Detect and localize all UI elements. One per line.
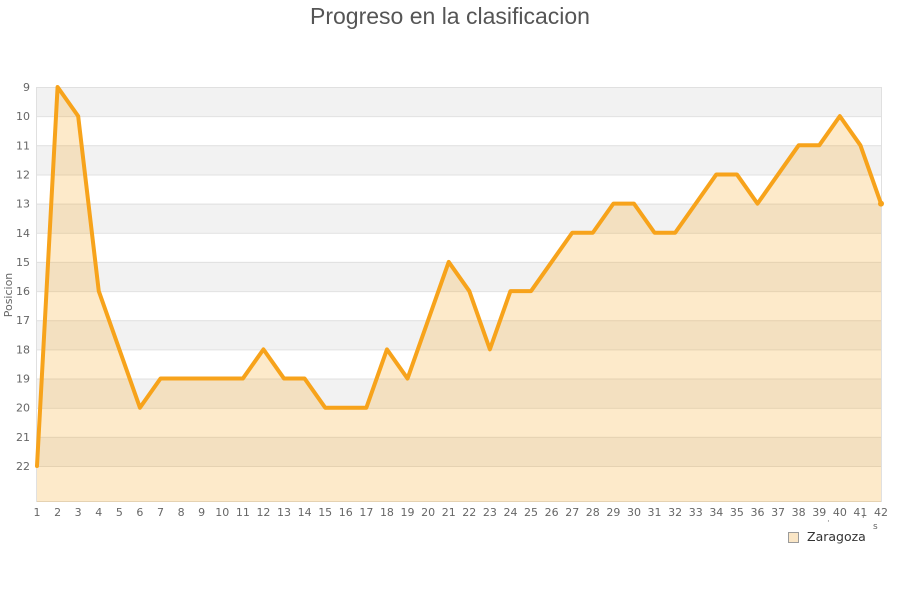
legend-label: Zaragoza [807, 529, 866, 544]
x-tick-label: 35 [730, 506, 744, 519]
x-tick-label: 37 [771, 506, 785, 519]
x-tick-label: 31 [648, 506, 662, 519]
x-tick-label: 17 [359, 506, 373, 519]
x-tick-label: 4 [95, 506, 102, 519]
y-tick-label: 21 [16, 431, 30, 444]
x-tick-label: 27 [565, 506, 579, 519]
footnote-fragment: · [827, 517, 830, 527]
x-tick-label: 32 [668, 506, 682, 519]
last-point-marker [878, 200, 884, 207]
chart-title: Progreso en la clasificacion [310, 3, 590, 29]
y-tick-label: 11 [16, 139, 30, 152]
x-tick-label: 19 [401, 506, 415, 519]
x-tick-label: 22 [462, 506, 476, 519]
x-tick-label: 11 [236, 506, 250, 519]
x-tick-label: 3 [75, 506, 82, 519]
x-tick-label: 13 [277, 506, 291, 519]
x-tick-label: 1 [34, 506, 41, 519]
plot-band [36, 87, 882, 117]
y-tick-label: 15 [16, 256, 30, 269]
x-tick-label: 7 [157, 506, 164, 519]
series-area-fill [37, 87, 881, 502]
x-tick-label: 8 [178, 506, 185, 519]
y-tick-label: 18 [16, 343, 30, 356]
x-tick-label: 18 [380, 506, 394, 519]
x-tick-label: 12 [256, 506, 270, 519]
plot-band [36, 378, 882, 408]
series-line-zaragoza [35, 85, 883, 468]
x-tick-label: 24 [503, 506, 517, 519]
x-tick-label: 6 [136, 506, 143, 519]
x-tick-label: 2 [54, 506, 61, 519]
y-axis-title: Posicion [2, 273, 15, 318]
legend-swatch-icon [788, 531, 799, 543]
x-tick-label: 36 [750, 506, 764, 519]
x-tick-label: 30 [627, 506, 641, 519]
y-tick-label: 16 [16, 285, 30, 298]
x-tick-label: 42 [874, 506, 888, 519]
y-tick-label: 13 [16, 198, 30, 211]
y-tick-label: 22 [16, 460, 30, 473]
x-tick-label: 25 [524, 506, 538, 519]
plot-band [36, 145, 882, 175]
x-tick-label: 38 [792, 506, 806, 519]
x-tick-label: 34 [709, 506, 723, 519]
x-tick-label: 33 [689, 506, 703, 519]
plot-band [36, 436, 882, 466]
x-tick-label: 41 [853, 506, 867, 519]
x-tick-label: 39 [812, 506, 826, 519]
y-tick-label: 9 [23, 81, 30, 94]
x-tick-label: 40 [833, 506, 847, 519]
footnote-fragment: ' [862, 515, 865, 525]
plot-band [36, 203, 882, 233]
x-tick-label: 28 [586, 506, 600, 519]
x-tick-label: 16 [339, 506, 353, 519]
x-tick-label: 26 [545, 506, 559, 519]
y-tick-label: 19 [16, 373, 30, 386]
legend-item-zaragoza[interactable]: Zaragoza [788, 529, 866, 545]
x-tick-label: 10 [215, 506, 229, 519]
plot-band [36, 320, 882, 350]
y-tick-label: 17 [16, 314, 30, 327]
x-tick-label: 9 [198, 506, 205, 519]
x-tick-label: 29 [606, 506, 620, 519]
y-tick-label: 20 [16, 402, 30, 415]
x-tick-label: 21 [442, 506, 456, 519]
y-tick-label: 10 [16, 110, 30, 123]
x-tick-label: 14 [298, 506, 312, 519]
y-tick-label: 12 [16, 168, 30, 181]
x-tick-label: 15 [318, 506, 332, 519]
x-tick-label: 23 [483, 506, 497, 519]
x-tick-label: 20 [421, 506, 435, 519]
footnote-fragment: s [873, 522, 878, 532]
x-tick-label: 5 [116, 506, 123, 519]
y-tick-label: 14 [16, 227, 30, 240]
